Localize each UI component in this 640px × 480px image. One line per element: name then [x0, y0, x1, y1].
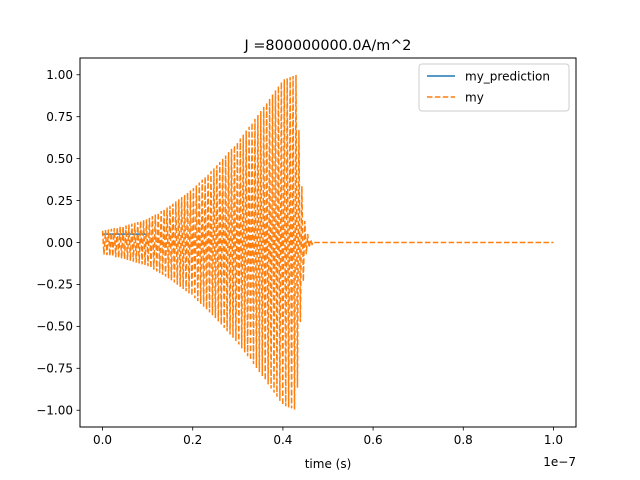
x-tick-label: 1.0 [544, 433, 563, 447]
x-offset-text: 1e−7 [543, 455, 576, 469]
x-axis: 0.0 0.2 0.4 0.6 0.8 1.0 [93, 427, 563, 447]
x-tick-label: 0.2 [183, 433, 202, 447]
y-tick-label: −0.75 [36, 362, 73, 376]
y-tick-label: 0.00 [46, 236, 73, 250]
y-tick-label: 0.25 [46, 194, 73, 208]
legend: my_prediction my [418, 63, 570, 112]
x-tick-label: 0.4 [273, 433, 292, 447]
x-axis-label: time (s) [305, 457, 352, 471]
x-tick-label: 0.6 [364, 433, 383, 447]
legend-label-my: my [465, 91, 484, 105]
y-tick-label: −0.50 [36, 320, 73, 334]
series-line-my [101, 74, 554, 410]
y-tick-label: −0.25 [36, 278, 73, 292]
y-tick-label: 1.00 [46, 68, 73, 82]
legend-box [418, 63, 570, 112]
y-tick-label: 0.50 [46, 152, 73, 166]
x-tick-label: 0.0 [93, 433, 112, 447]
y-tick-label: 0.75 [46, 110, 73, 124]
legend-label-my-prediction: my_prediction [465, 70, 550, 84]
series-layer [101, 74, 554, 410]
x-tick-label: 0.8 [454, 433, 473, 447]
chart-title: J =800000000.0A/m^2 [244, 38, 412, 54]
y-axis: −1.00 −0.75 −0.50 −0.25 0.00 0.25 0.50 0.75 1.00 [36, 68, 80, 418]
y-tick-label: −1.00 [36, 404, 73, 418]
